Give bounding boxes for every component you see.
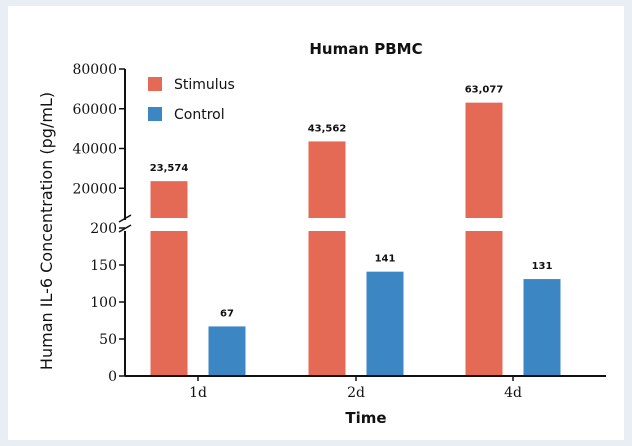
x-axis-label: Time xyxy=(345,409,386,427)
bar-break-gap xyxy=(149,218,189,231)
y-tick-label: 80000 xyxy=(72,62,117,78)
bar-stimulus-1d xyxy=(150,181,188,376)
y-tick-label: 40000 xyxy=(72,142,117,158)
bar-stimulus-2d xyxy=(308,141,346,376)
data-label: 43,562 xyxy=(308,123,347,134)
data-label: 141 xyxy=(375,254,396,265)
x-tick-label: 4d xyxy=(504,385,522,401)
y-axis-label: Human IL-6 Concentration (pg/mL) xyxy=(37,92,56,370)
y-tick-label: 60000 xyxy=(72,102,117,118)
x-tick-label: 1d xyxy=(189,385,207,401)
data-label: 23,574 xyxy=(150,163,189,174)
y-tick-label: 0 xyxy=(108,369,117,385)
bar-stimulus-4d xyxy=(465,102,503,376)
bar-control-2d xyxy=(366,271,404,376)
bar-control-4d xyxy=(523,279,561,376)
legend-label-stimulus: Stimulus xyxy=(174,77,235,93)
chart-card: Human PBMC Human IL-6 Concentration (pg/… xyxy=(8,6,624,440)
legend-swatch-stimulus xyxy=(148,77,162,91)
bar-control-1d xyxy=(208,326,246,376)
bar-break-gap xyxy=(464,218,504,231)
legend-label-control: Control xyxy=(174,107,225,123)
data-label: 67 xyxy=(220,308,234,319)
y-tick-label: 20000 xyxy=(72,181,117,197)
y-tick-label: 200 xyxy=(90,221,117,237)
data-label: 63,077 xyxy=(465,85,504,96)
axis-break-mark xyxy=(118,214,132,223)
bar-break-gap xyxy=(307,218,347,231)
y-tick-label: 50 xyxy=(99,332,117,348)
y-tick-label: 100 xyxy=(90,295,117,311)
x-tick-label: 2d xyxy=(347,385,365,401)
data-label: 131 xyxy=(532,261,553,272)
y-tick-label: 150 xyxy=(90,258,117,274)
bar-chart: Human PBMC Human IL-6 Concentration (pg/… xyxy=(37,40,606,427)
chart-title: Human PBMC xyxy=(309,40,422,58)
legend-swatch-control xyxy=(148,107,162,121)
